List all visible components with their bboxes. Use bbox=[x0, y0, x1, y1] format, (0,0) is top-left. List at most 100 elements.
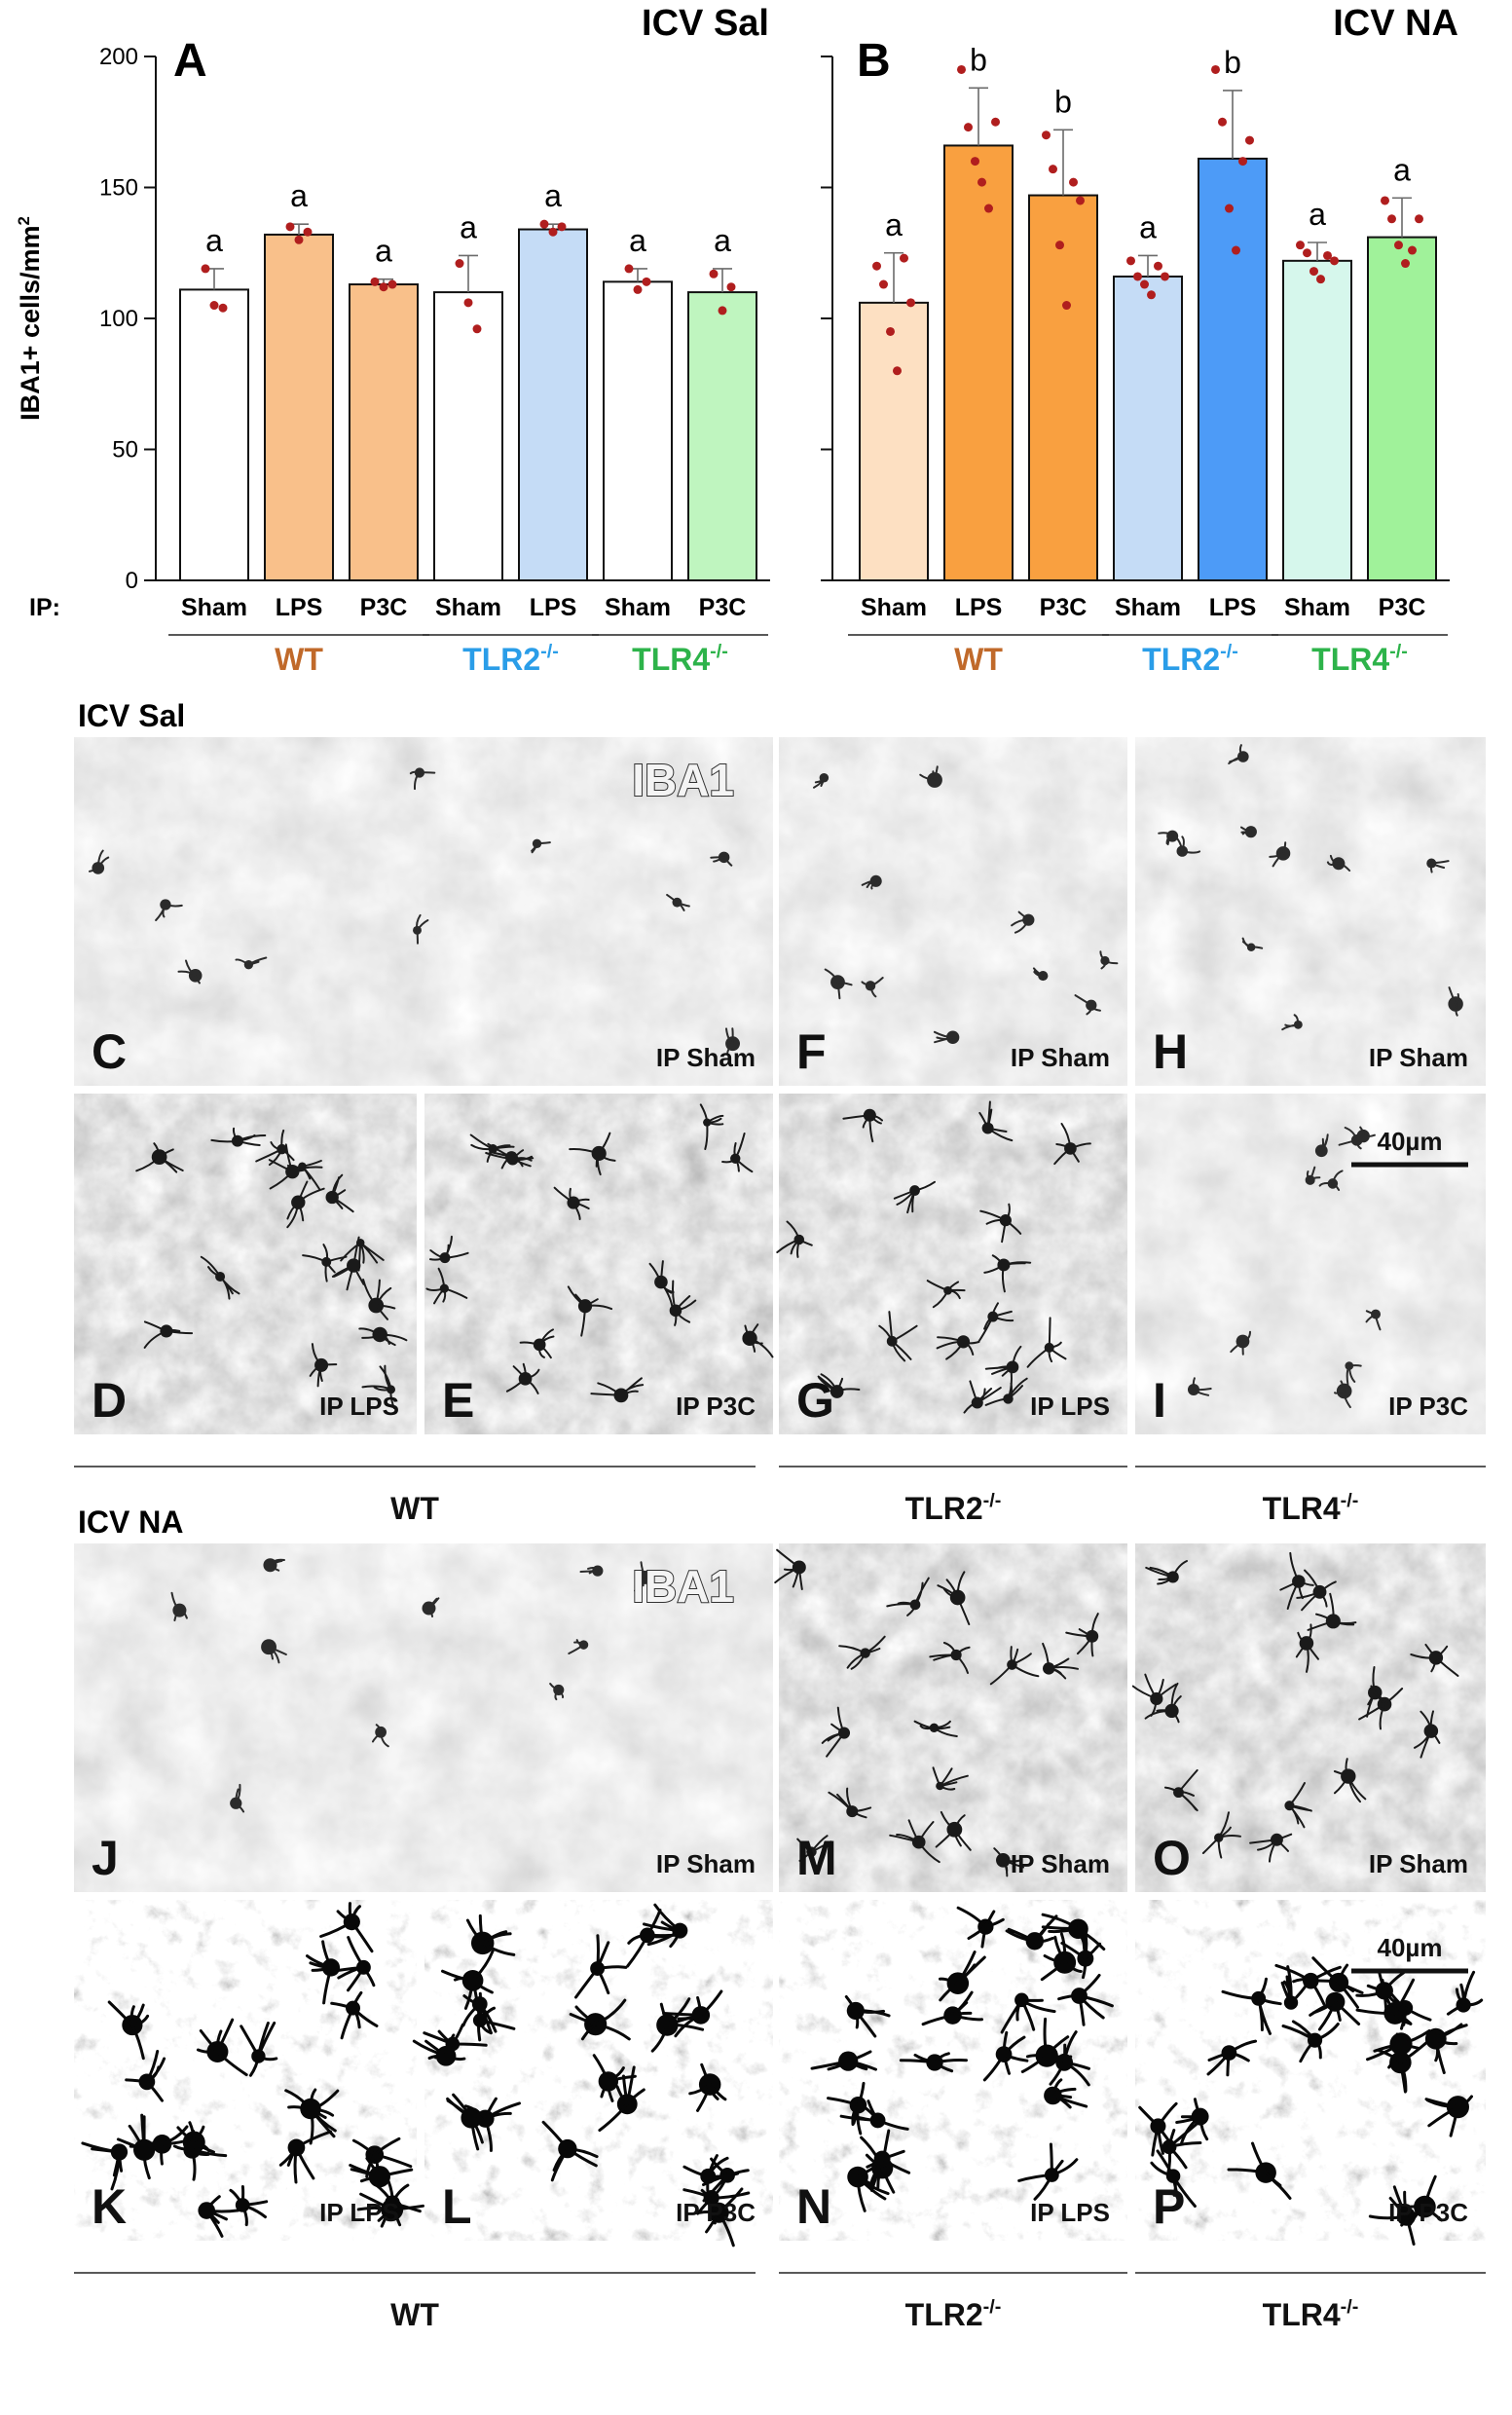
group-label: WT bbox=[275, 642, 323, 677]
microglia-process bbox=[989, 1646, 1040, 1686]
microglia-process bbox=[1005, 1914, 1058, 1944]
group-label: TLR2-/- bbox=[462, 641, 559, 677]
microglia-process bbox=[325, 1936, 376, 1992]
data-point bbox=[1309, 267, 1318, 277]
panel-letter: L bbox=[442, 2179, 472, 2234]
microglia-process bbox=[229, 2185, 269, 2227]
microglia-process bbox=[1366, 1666, 1386, 1718]
microglia-process bbox=[1365, 1310, 1382, 1331]
microglia-process bbox=[682, 2154, 740, 2199]
significance-letter: b bbox=[1224, 45, 1241, 80]
group-label: WT bbox=[954, 642, 1003, 677]
significance-letter: a bbox=[885, 207, 903, 242]
microglia-process bbox=[1138, 2101, 1178, 2157]
microglia-process bbox=[933, 1030, 954, 1044]
microglia-process bbox=[1017, 2142, 1079, 2201]
bar bbox=[264, 233, 334, 581]
microglia-process bbox=[796, 1835, 832, 1867]
microglia-process bbox=[416, 913, 429, 945]
data-point bbox=[1330, 256, 1339, 266]
significance-letter: a bbox=[1393, 152, 1411, 187]
microglia-process bbox=[309, 2107, 337, 2145]
microglia-process bbox=[650, 1997, 705, 2053]
x-category-label: P3C bbox=[360, 594, 408, 621]
panel-letter: F bbox=[796, 1024, 827, 1079]
data-point bbox=[1394, 241, 1403, 250]
microglia-process bbox=[926, 1280, 966, 1309]
microglia-process bbox=[1041, 1913, 1106, 1951]
panel-title: ICV NA bbox=[1333, 3, 1458, 44]
tissue-background bbox=[74, 737, 773, 1086]
microglia-process bbox=[340, 1242, 385, 1272]
panel-label: IP LPS bbox=[319, 2198, 399, 2227]
x-category-label: Sham bbox=[861, 594, 927, 621]
microglia-process bbox=[1269, 841, 1287, 868]
microglia-process bbox=[827, 2081, 866, 2136]
data-point bbox=[1211, 64, 1220, 74]
data-point bbox=[984, 204, 993, 213]
microglia-process bbox=[116, 2113, 151, 2180]
significance-letter: a bbox=[714, 223, 731, 258]
panel-label: IP Sham bbox=[1369, 1849, 1468, 1878]
x-category-label: LPS bbox=[530, 594, 577, 621]
data-point bbox=[1161, 272, 1169, 281]
microglia-process bbox=[1166, 2123, 1202, 2174]
significance-letter: a bbox=[460, 209, 477, 244]
microglia-process bbox=[821, 1706, 845, 1758]
tissue-background bbox=[74, 1543, 773, 1892]
x-category-label: Sham bbox=[605, 594, 671, 621]
microglia-process bbox=[409, 770, 436, 791]
microglia-process bbox=[446, 2093, 484, 2151]
microglia-process bbox=[553, 1186, 590, 1220]
microglia-process bbox=[1032, 967, 1045, 978]
data-point bbox=[1232, 245, 1240, 255]
microglia-process bbox=[982, 2030, 1029, 2082]
microglia-process bbox=[643, 1903, 682, 1949]
micrograph-panel-C: C IP Sham IBA1 bbox=[74, 737, 773, 1086]
stain-label: IBA1 bbox=[632, 755, 734, 805]
group-label: TLR4-/- bbox=[632, 641, 728, 677]
group-label: TLR4-/- bbox=[1263, 2296, 1359, 2332]
microglia-process bbox=[81, 2141, 124, 2191]
microglia-process bbox=[487, 1142, 532, 1170]
panel-label: IP P3C bbox=[676, 1392, 756, 1421]
microglia-process bbox=[1351, 1126, 1376, 1144]
microglia-process bbox=[1320, 1133, 1329, 1152]
panel-letter: C bbox=[92, 1024, 127, 1079]
significance-letter: a bbox=[1309, 197, 1326, 232]
panel-letter: D bbox=[92, 1373, 127, 1428]
bar bbox=[859, 301, 929, 581]
panel-label: IP LPS bbox=[319, 1392, 399, 1421]
microglia-process bbox=[210, 1127, 267, 1146]
bar bbox=[1028, 194, 1098, 581]
microglia-process bbox=[200, 1255, 240, 1300]
microglia-process bbox=[531, 841, 551, 854]
microglia-process bbox=[725, 1027, 734, 1056]
microglia-process bbox=[1057, 1973, 1114, 2026]
data-point bbox=[370, 277, 380, 286]
micrograph-panel-H: H IP Sham bbox=[1135, 737, 1486, 1086]
microglia-process bbox=[349, 2157, 414, 2183]
significance-letter: a bbox=[290, 178, 308, 213]
tissue-background bbox=[1135, 1900, 1486, 2241]
micrograph-panel-N: N IP LPS bbox=[779, 1900, 1127, 2241]
y-tick-label: 200 bbox=[99, 44, 138, 70]
microglia-process bbox=[568, 1639, 585, 1654]
microglia-process bbox=[1414, 1710, 1441, 1759]
microglia-process bbox=[268, 1646, 287, 1664]
data-point bbox=[709, 269, 719, 279]
microglia-process bbox=[465, 1913, 516, 1956]
microglia-process bbox=[1281, 1014, 1300, 1031]
y-tick-label: 150 bbox=[99, 175, 138, 202]
tissue-background bbox=[779, 737, 1127, 1086]
microglia-process bbox=[255, 1129, 295, 1167]
group-label: TLR4-/- bbox=[1311, 641, 1408, 677]
microglia-process bbox=[269, 1558, 285, 1572]
microglia-process bbox=[929, 1642, 971, 1674]
microglia-process bbox=[505, 1362, 540, 1394]
micrograph-panel-K: K IP LPS bbox=[74, 1900, 424, 2241]
data-point bbox=[539, 219, 549, 229]
tissue-background bbox=[74, 1900, 417, 2241]
microglia-process bbox=[1333, 1758, 1367, 1803]
microglia-process bbox=[330, 1990, 379, 2040]
